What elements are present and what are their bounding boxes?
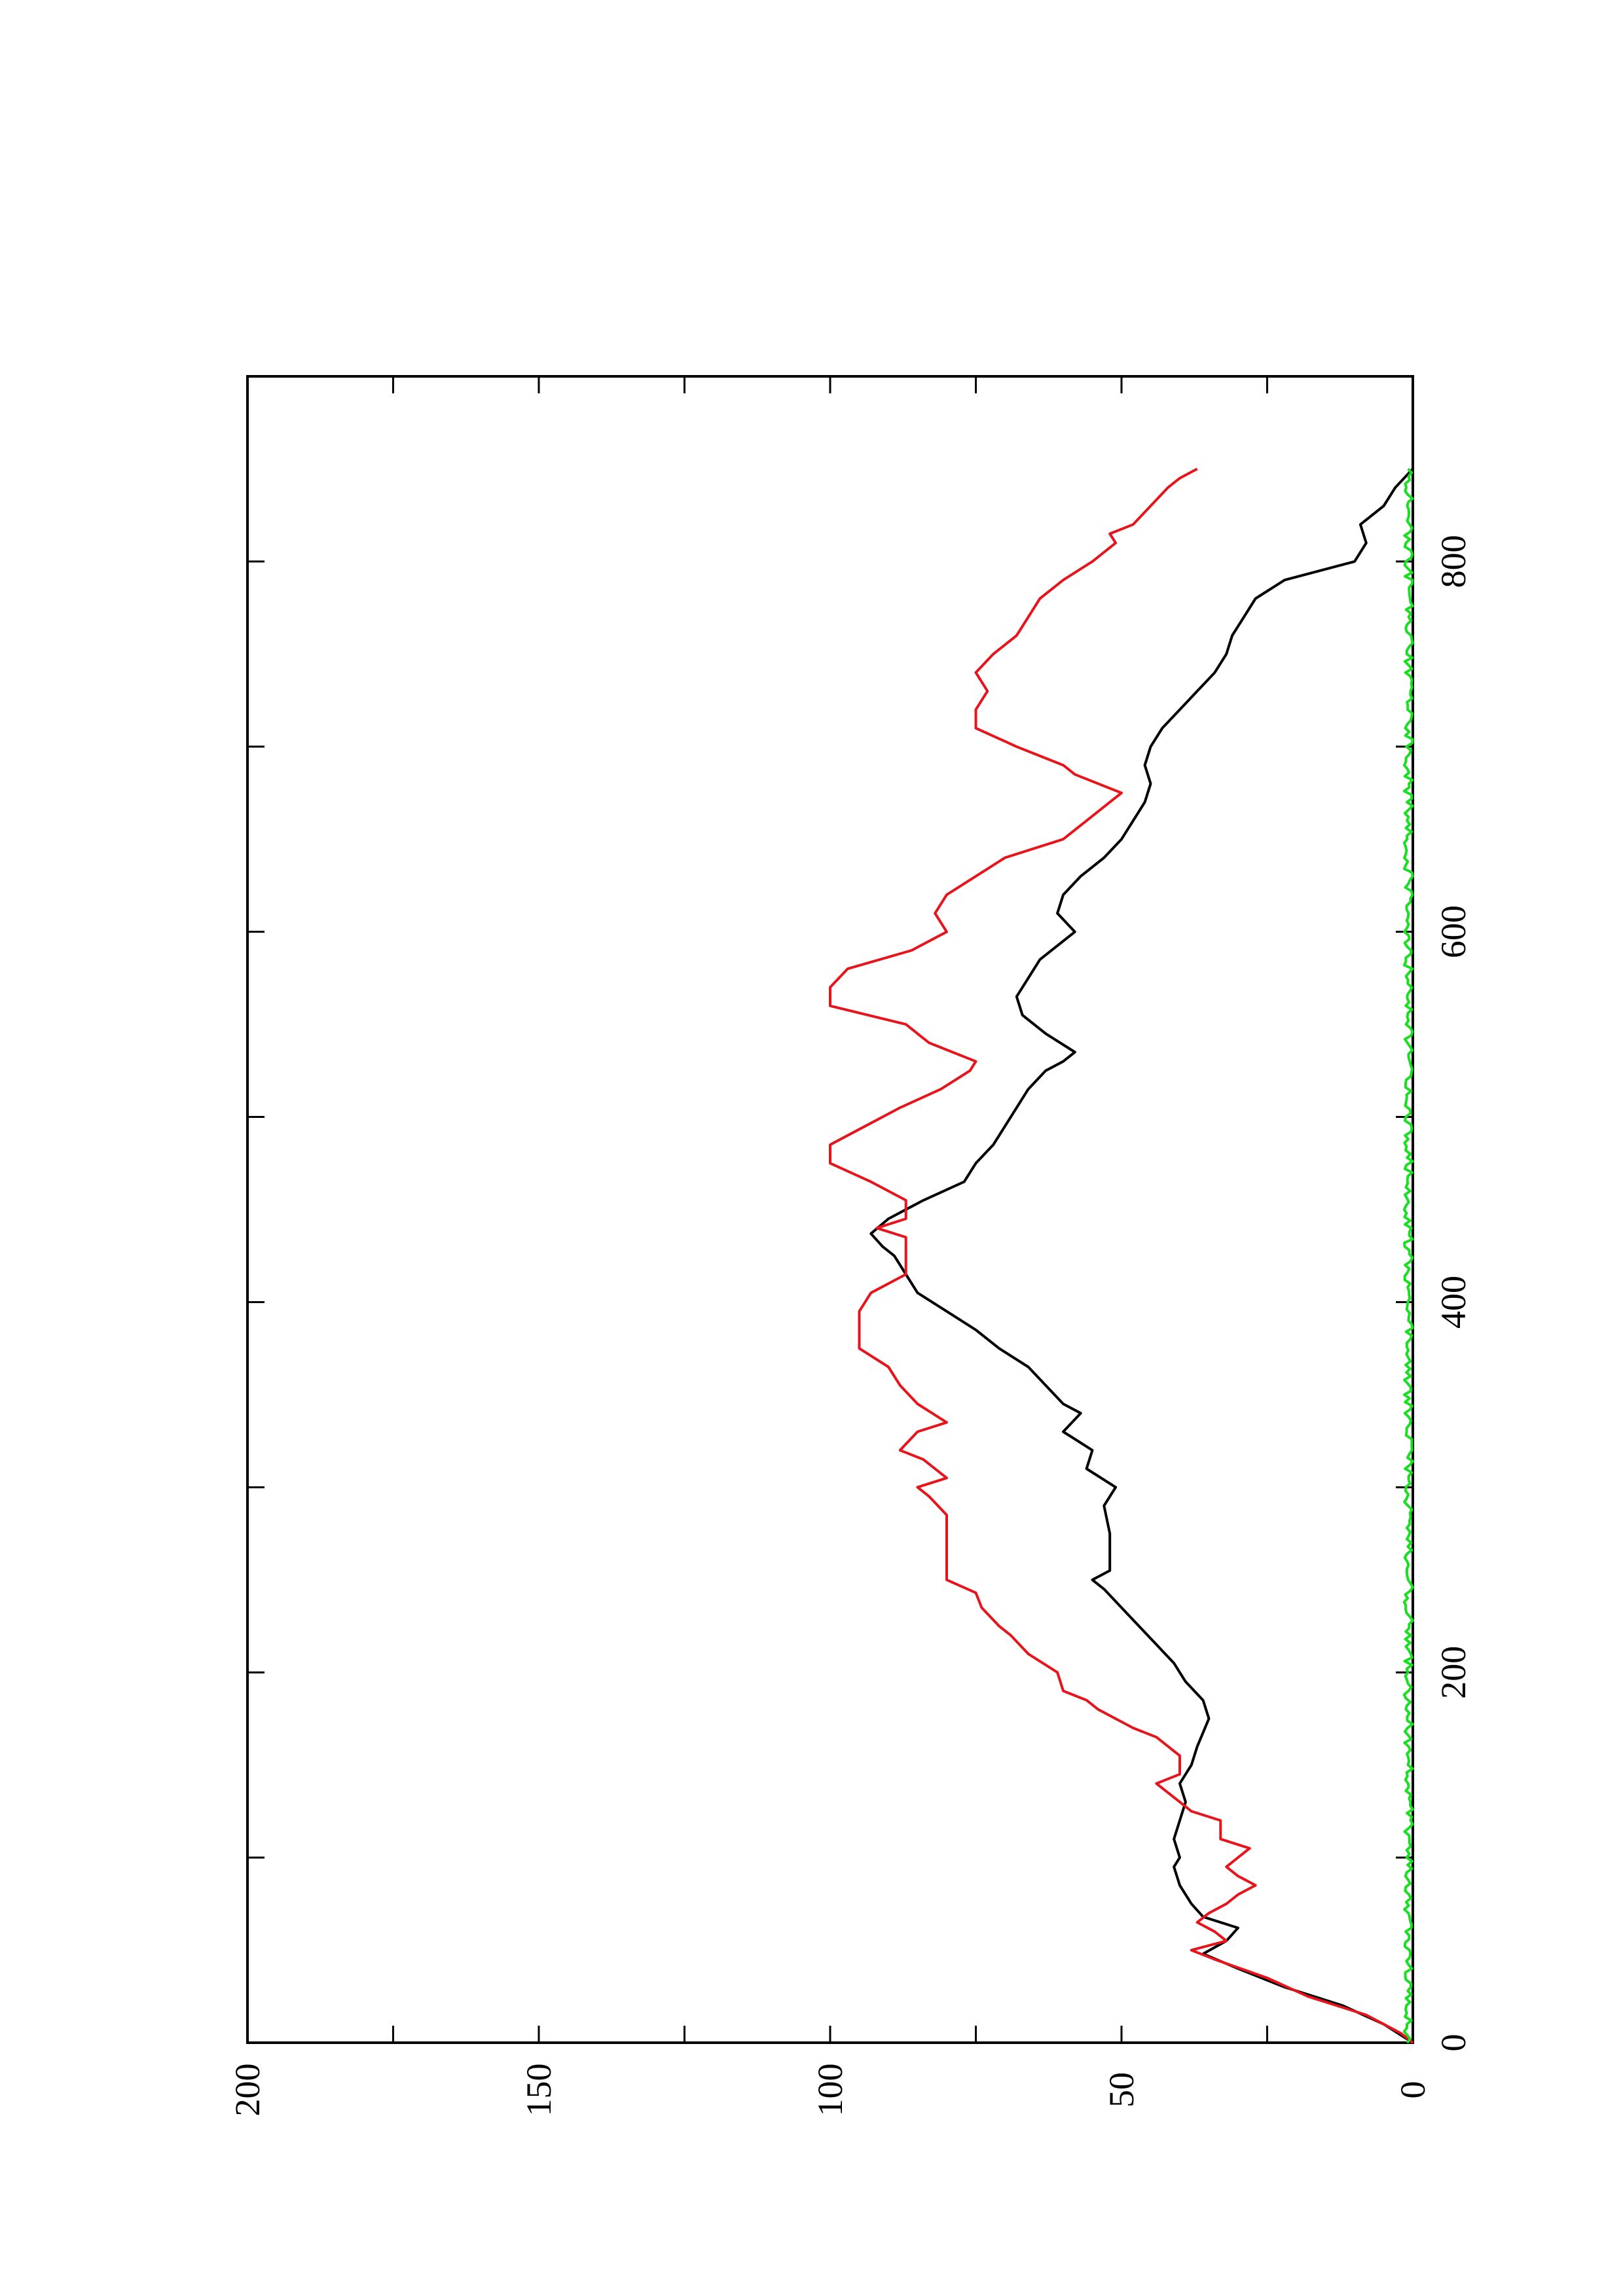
y-tick-label: 100 (811, 2064, 850, 2117)
y-tick-label: 200 (228, 2064, 267, 2117)
x-tick-label: 0 (1434, 2034, 1473, 2052)
y-tick-label: 150 (519, 2064, 558, 2117)
plot-area: 0 200 400 600 800 0 50 100 150 200 (228, 375, 1473, 2117)
x-tick-label: 200 (1434, 1646, 1473, 1699)
series-line-3 (1402, 468, 1414, 2044)
x-tick-label: 400 (1434, 1276, 1473, 1329)
series-line-2 (829, 467, 1414, 2044)
x-tick-label: 800 (1434, 535, 1473, 588)
y-tick-label: 50 (1102, 2072, 1141, 2108)
series-layer (829, 467, 1414, 2044)
y-tick-label: 0 (1393, 2081, 1432, 2099)
axis-ticks (246, 376, 1414, 2044)
series-line-1 (869, 468, 1414, 2044)
x-tick-label: 600 (1434, 905, 1473, 958)
tick-labels: 0 200 400 600 800 0 50 100 150 200 (228, 535, 1473, 2116)
